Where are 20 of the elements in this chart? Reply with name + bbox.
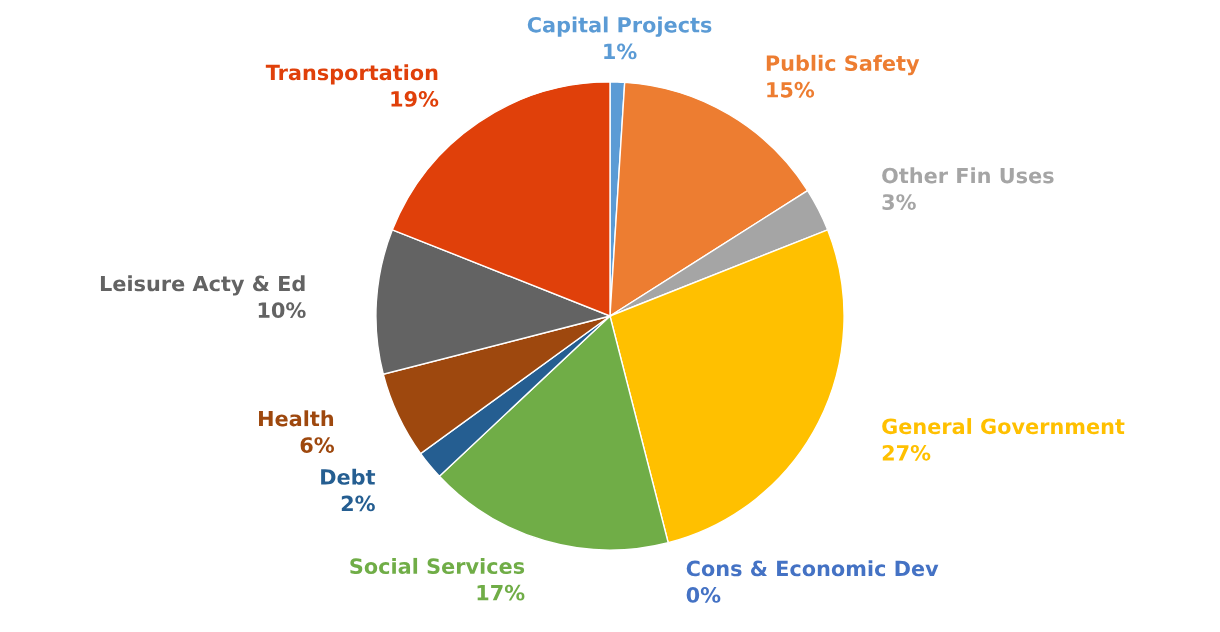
- slice-label: Transportation: [265, 64, 438, 85]
- data-label: 2%: [341, 495, 375, 512]
- data-label: 1%: [604, 43, 637, 60]
- data-label: 10%: [258, 302, 306, 319]
- slice-label: Public Safety: [766, 54, 920, 76]
- slice-label: Leisure Acty & Ed: [100, 275, 305, 296]
- data-label: 27%: [882, 444, 931, 461]
- text: 0%: [686, 587, 721, 603]
- data-label: 6%: [300, 437, 334, 453]
- data-label: 17%: [477, 584, 525, 601]
- slice-label: Debt: [321, 468, 376, 485]
- category-label: Cons & Economic Dev: [686, 560, 939, 577]
- slice-label: Capital Projects: [527, 16, 712, 37]
- slice-label: Health: [259, 410, 334, 427]
- slice-label: Other Fin Uses: [882, 167, 1054, 184]
- slice-label: General Government: [882, 418, 1125, 435]
- data-label: 3%: [882, 194, 916, 210]
- data-label: 19%: [391, 91, 439, 107]
- slice-label: Social Services: [350, 557, 525, 575]
- data-label: 15%: [767, 81, 815, 98]
